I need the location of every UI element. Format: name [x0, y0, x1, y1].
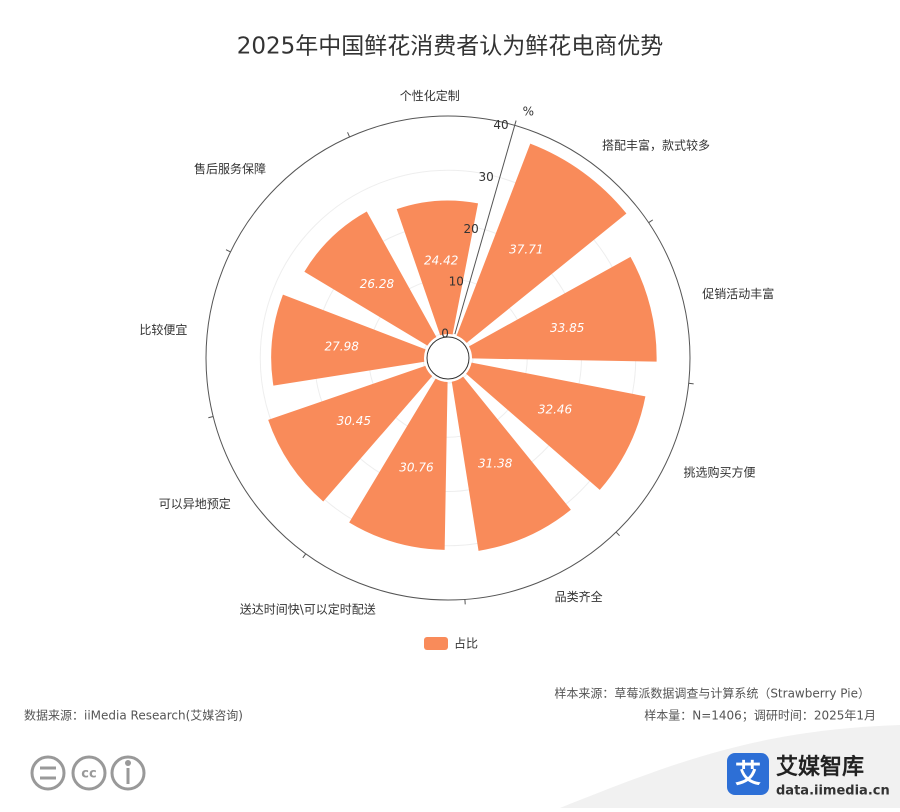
r-tick-label: 40 [493, 118, 508, 132]
value-label: 30.45 [337, 414, 371, 428]
legend-swatch [424, 637, 448, 650]
category-label: 比较便宜 [139, 322, 187, 337]
category-label: 品类齐全 [555, 589, 603, 604]
r-tick-label: 10 [449, 274, 464, 288]
category-label: 搭配丰富，款式较多 [602, 138, 710, 153]
footer-source: 数据来源：iiMedia Research(艾媒咨询) [24, 708, 243, 723]
category-label: 个性化定制 [400, 88, 460, 103]
angle-tick [226, 250, 230, 252]
category-label: 挑选购买方便 [683, 464, 755, 479]
value-label: 32.46 [538, 403, 573, 417]
value-label: 33.85 [550, 321, 584, 335]
category-label: 可以异地预定 [159, 496, 231, 511]
angle-tick [303, 554, 306, 558]
chart-title: 2025年中国鲜花消费者认为鲜花电商优势 [237, 34, 664, 60]
value-label: 24.42 [424, 253, 458, 267]
angle-tick [616, 532, 619, 536]
cc-text: cc [81, 767, 96, 782]
value-label: 31.38 [478, 457, 513, 471]
category-label: 促销活动丰富 [702, 286, 774, 301]
angle-tick [515, 121, 516, 126]
r-axis-label: % [523, 104, 534, 118]
angle-tick [689, 383, 694, 384]
r-tick-label: 20 [464, 222, 479, 236]
angle-tick [208, 417, 213, 418]
brand-url: data.iimedia.cn [776, 784, 890, 799]
brand-name: 艾媒智库 [776, 754, 864, 780]
category-label: 售后服务保障 [194, 161, 266, 176]
value-label: 30.76 [399, 461, 434, 475]
legend-label: 占比 [454, 636, 478, 651]
footer-sample-source: 样本来源：草莓派数据调查与计算系统（Strawberry Pie） [554, 686, 870, 701]
value-label: 26.28 [360, 277, 395, 291]
value-label: 27.98 [325, 339, 360, 353]
r-tick-label: 0 [441, 326, 449, 340]
angle-tick [348, 132, 350, 137]
angle-tick [649, 220, 653, 223]
category-label: 送达时间快\可以定时配送 [240, 601, 376, 616]
r-tick-label: 30 [478, 170, 493, 184]
inner-hole [427, 337, 469, 379]
brand-logo-glyph: 艾 [735, 760, 761, 790]
value-label: 37.71 [509, 243, 543, 257]
footer-sample-info: 样本量：N=1406；调研时间：2025年1月 [644, 708, 876, 723]
